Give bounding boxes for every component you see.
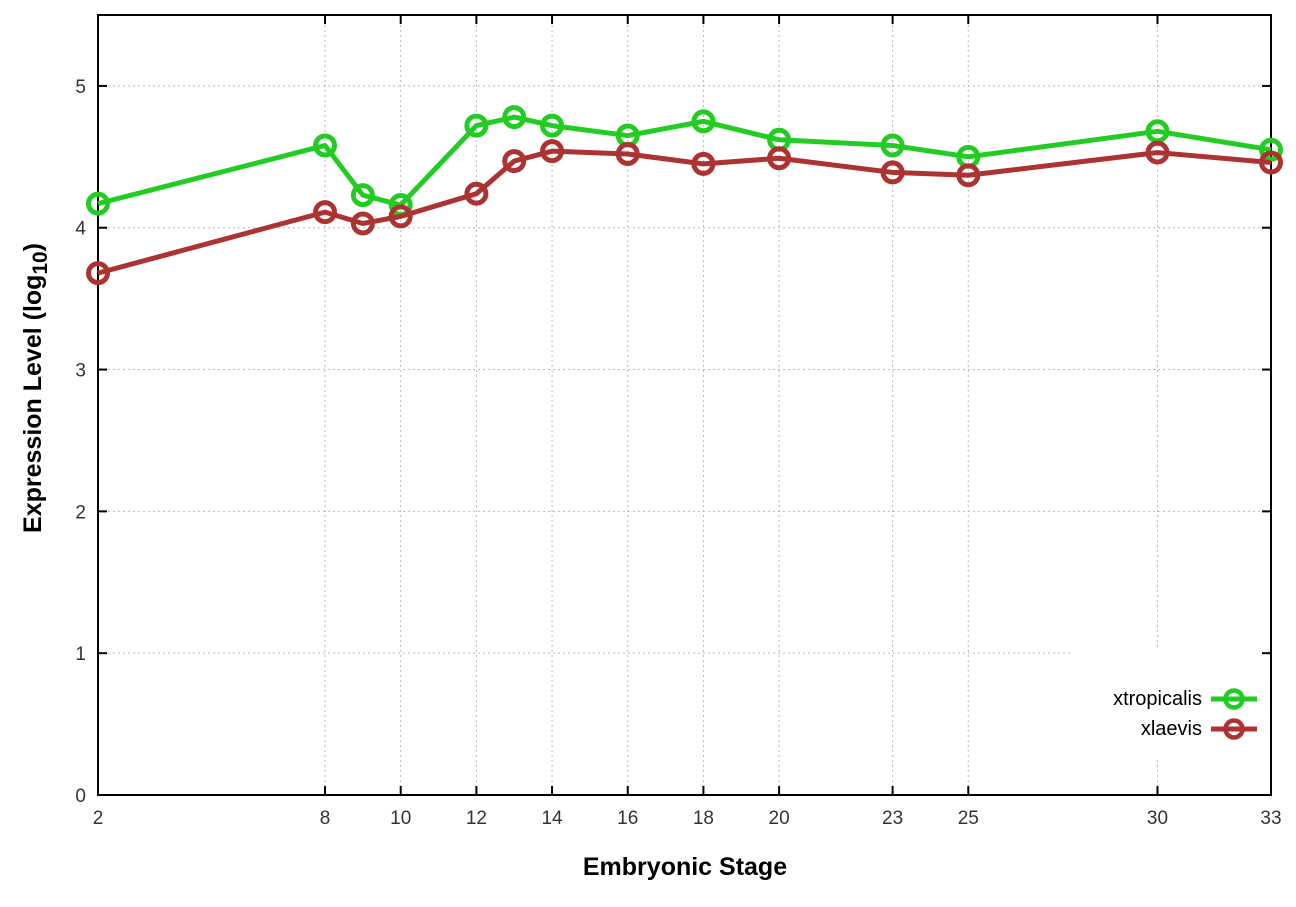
legend-label-xlaevis: xlaevis [1140,718,1202,740]
y-tick-label: 5 [75,77,86,98]
legend-marker-circle [1223,718,1245,740]
data-point-marker-xlaevis [615,141,640,166]
x-tick-label: 33 [1260,808,1281,829]
x-tick-label: 23 [882,808,903,829]
x-tick-label: 14 [541,808,563,829]
data-point-marker-xlaevis [502,149,527,174]
data-point-marker-xlaevis [388,204,413,229]
data-point-marker-xlaevis [1259,150,1283,175]
data-point-marker-xlaevis [691,151,716,176]
x-axis-title: Embryonic Stage [582,853,788,881]
y-tick-label: 3 [75,361,86,382]
data-point-marker-xtropicalis [1259,137,1283,162]
data-point-marker-xtropicalis [691,109,716,134]
y-axis-title: Expression Level (log10) [19,243,53,533]
y-tick-label: 2 [75,502,86,523]
plot-border [97,14,1272,796]
data-point-marker-xlaevis [540,139,565,164]
x-tick-label: 2 [93,808,104,829]
data-point-marker-xlaevis [313,200,338,225]
data-point-marker-xlaevis [350,211,375,236]
legend-marker-xtropicalis [1211,688,1257,710]
data-point-marker-xtropicalis [540,113,565,138]
data-point-marker-xlaevis [880,160,905,185]
x-tick-label: 25 [958,808,979,829]
data-point-marker-xlaevis [767,146,792,171]
x-tick-label: 18 [693,808,714,829]
data-point-marker-xtropicalis [313,133,338,158]
series-line-xtropicalis [97,114,1272,208]
x-tick-label: 12 [466,808,487,829]
legend-entry-xtropicalis: xtropicalis [1072,684,1262,714]
y-tick-label: 1 [75,644,86,665]
x-tick-label: 30 [1147,808,1168,829]
data-point-marker-xtropicalis [502,105,527,130]
x-tick-label: 20 [769,808,790,829]
data-point-marker-xtropicalis [86,191,110,216]
data-point-marker-xtropicalis [464,113,489,138]
y-axis-title-subscript: 10 [29,251,52,275]
data-point-marker-xtropicalis [350,183,375,208]
data-point-marker-xlaevis [86,261,110,286]
x-tick-label: 8 [320,808,331,829]
legend-marker-circle [1223,688,1245,710]
y-tick-label: 4 [75,219,86,240]
legend-entry-xlaevis: xlaevis [1072,714,1262,744]
legend-label-xtropicalis: xtropicalis [1113,688,1202,710]
y-tick-label: 0 [75,786,86,807]
x-tick-label: 10 [390,808,411,829]
y-axis-title-text: Expression Level (log [19,274,47,533]
data-point-marker-xlaevis [464,181,489,206]
data-point-marker-xlaevis [1145,140,1170,165]
y-axis-title-suffix: ) [19,243,47,252]
data-point-marker-xlaevis [956,163,981,188]
data-point-marker-xtropicalis [880,133,905,158]
legend: xtropicalis xlaevis [1072,648,1262,760]
legend-marker-xlaevis [1211,718,1257,740]
x-tick-label: 16 [617,808,638,829]
series-line-xlaevis [97,148,1272,276]
